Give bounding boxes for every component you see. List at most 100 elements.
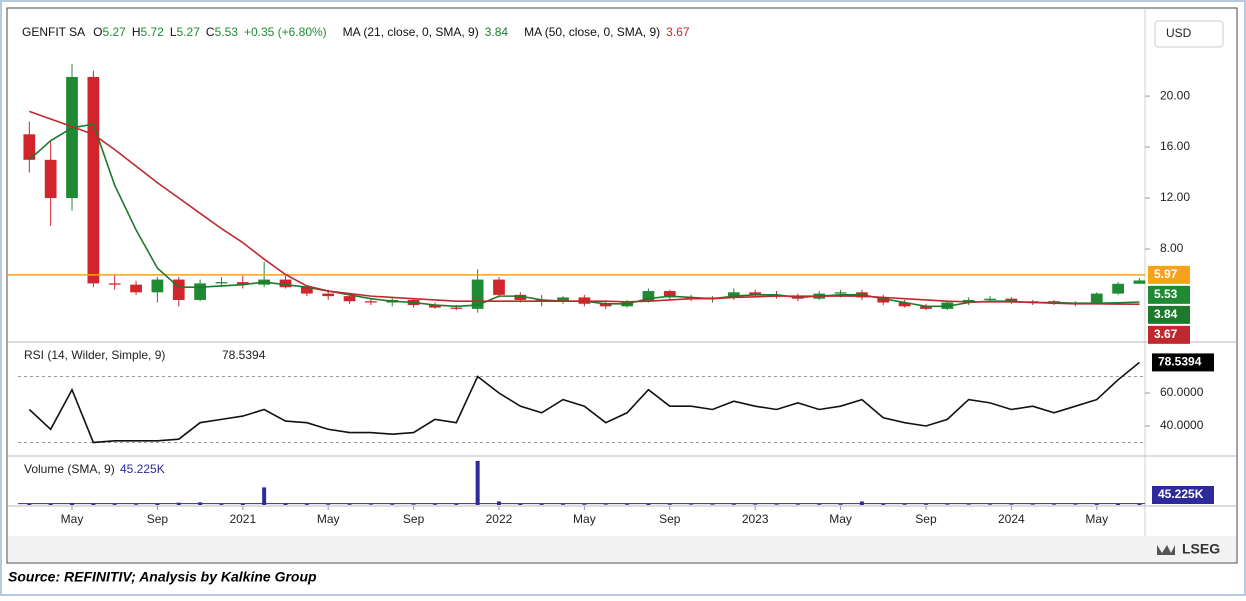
candle-body bbox=[450, 307, 463, 309]
volume-bar bbox=[1009, 504, 1014, 505]
x-tick-label: May bbox=[1085, 512, 1108, 526]
volume-bar bbox=[1052, 504, 1057, 505]
brand: LSEG bbox=[1182, 541, 1220, 557]
ohlc-value: 5.53 bbox=[215, 25, 239, 39]
volume-bar bbox=[966, 504, 971, 505]
volume-bar bbox=[368, 504, 373, 505]
x-tick-label: May bbox=[573, 512, 596, 526]
x-tick-label: May bbox=[61, 512, 84, 526]
candle-body bbox=[1090, 293, 1103, 303]
rsi-title: RSI (14, Wilder, Simple, 9) bbox=[24, 348, 165, 362]
volume-bar bbox=[753, 504, 758, 505]
volume-bar bbox=[923, 504, 928, 505]
value-box bbox=[1148, 285, 1190, 304]
candle-body bbox=[172, 279, 185, 300]
candle-body bbox=[557, 297, 569, 302]
volume-bar bbox=[988, 504, 993, 505]
value-box bbox=[1148, 265, 1190, 284]
volume-bar bbox=[240, 503, 245, 505]
candle-body bbox=[130, 284, 142, 293]
volume-bar bbox=[155, 503, 160, 505]
candle-body bbox=[471, 279, 484, 309]
y-tick-label: 16.00 bbox=[1160, 139, 1190, 153]
volume-bar bbox=[1137, 503, 1142, 505]
candle-body bbox=[300, 287, 313, 294]
candle-body bbox=[279, 279, 292, 288]
x-tick-label: Sep bbox=[403, 512, 425, 526]
moving-average bbox=[29, 110, 1140, 305]
x-tick-label: 2022 bbox=[486, 512, 513, 526]
volume-bar bbox=[945, 504, 950, 505]
x-tick-label: 2023 bbox=[742, 512, 769, 526]
currency-box bbox=[1154, 20, 1224, 48]
value-label: 5.97 bbox=[1154, 267, 1178, 281]
footer-strip bbox=[8, 536, 1236, 562]
volume-bar bbox=[603, 504, 608, 505]
y-tick-label: 8.00 bbox=[1160, 241, 1184, 255]
y-tick-label: 40.0000 bbox=[1160, 418, 1204, 432]
candle-body bbox=[749, 292, 762, 295]
candle-body bbox=[877, 297, 890, 303]
ohlc-value: 5.27 bbox=[102, 25, 126, 39]
legend-value: 3.67 bbox=[666, 25, 690, 39]
legend-name: MA (21, close, 0, SMA, 9) bbox=[343, 25, 479, 39]
volume-bar bbox=[432, 504, 437, 505]
volume-bar bbox=[27, 503, 32, 505]
candle-body bbox=[23, 134, 36, 160]
volume-bar bbox=[838, 504, 843, 505]
ohlc-label: L bbox=[170, 25, 177, 39]
volume-bar bbox=[1030, 504, 1035, 505]
candle-body bbox=[66, 76, 78, 199]
y-tick-label: 12.00 bbox=[1160, 190, 1190, 204]
volume-title: Volume (SMA, 9) bbox=[24, 462, 115, 476]
rsi-value: 78.5394 bbox=[222, 348, 266, 362]
volume-bar bbox=[518, 503, 523, 505]
volume-bar bbox=[134, 504, 139, 505]
volume-bar bbox=[1116, 503, 1121, 505]
legend-value: 3.84 bbox=[485, 25, 509, 39]
x-tick-label: May bbox=[317, 512, 340, 526]
volume-bar bbox=[646, 503, 651, 505]
volume-bar bbox=[817, 504, 822, 505]
volume-bar bbox=[561, 504, 566, 505]
candle-body bbox=[493, 279, 505, 295]
volume-bar bbox=[112, 504, 117, 505]
value-label: 45.225K bbox=[1158, 487, 1204, 501]
volume-bar bbox=[774, 504, 779, 505]
volume-bar bbox=[390, 504, 395, 505]
candle-body bbox=[429, 305, 441, 308]
volume-bar bbox=[710, 504, 715, 505]
candle-body bbox=[108, 283, 121, 285]
candle-body bbox=[727, 292, 740, 298]
candle-body bbox=[151, 279, 164, 293]
symbol: GENFIT SA bbox=[22, 25, 85, 39]
volume-bar bbox=[304, 504, 309, 505]
value-box bbox=[1148, 305, 1190, 324]
volume-bar bbox=[262, 487, 267, 505]
y-tick-label: 20.00 bbox=[1160, 88, 1190, 102]
volume-bar bbox=[625, 504, 630, 505]
ohlc-label: H bbox=[132, 25, 141, 39]
brand-icon bbox=[1157, 545, 1175, 555]
candle-body bbox=[194, 283, 206, 300]
source-note: Source: REFINITIV; Analysis by Kalkine G… bbox=[8, 569, 317, 585]
candle-body bbox=[215, 282, 228, 284]
candle-body bbox=[87, 76, 100, 284]
value-label: 78.5394 bbox=[1158, 355, 1202, 369]
x-tick-label: 2021 bbox=[229, 512, 256, 526]
candle-body bbox=[1133, 280, 1146, 284]
volume-bar bbox=[454, 504, 459, 505]
volume-sma: 45.225K bbox=[120, 462, 165, 476]
ohlc-label: O bbox=[93, 25, 102, 39]
candle-body bbox=[642, 291, 655, 302]
value-box bbox=[1148, 325, 1190, 344]
x-tick-label: 2024 bbox=[998, 512, 1025, 526]
volume-bar bbox=[539, 504, 544, 505]
volume-bar bbox=[48, 503, 53, 505]
legend-name: MA (50, close, 0, SMA, 9) bbox=[524, 25, 660, 39]
candle-body bbox=[599, 303, 612, 307]
value-label: 3.67 bbox=[1154, 327, 1178, 341]
value-box bbox=[1152, 486, 1214, 504]
x-tick-label: Sep bbox=[659, 512, 681, 526]
candle-body bbox=[920, 306, 932, 309]
